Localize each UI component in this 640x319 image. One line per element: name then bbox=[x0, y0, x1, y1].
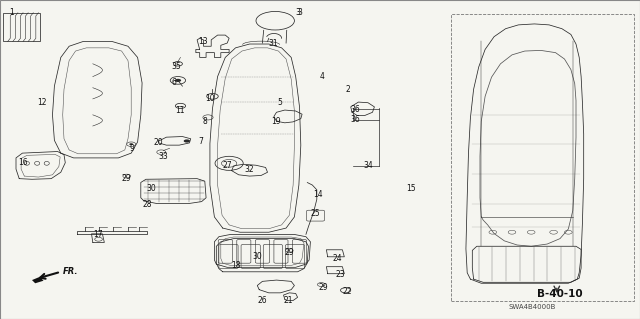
Text: 29: 29 bbox=[319, 283, 328, 292]
Text: 7: 7 bbox=[198, 137, 204, 146]
Text: 30: 30 bbox=[253, 252, 262, 261]
Text: 35: 35 bbox=[172, 63, 181, 71]
Text: 13: 13 bbox=[198, 37, 208, 46]
Circle shape bbox=[129, 143, 133, 145]
Text: 36: 36 bbox=[351, 115, 360, 124]
Text: 14: 14 bbox=[314, 190, 323, 199]
Text: 36: 36 bbox=[351, 105, 360, 114]
Text: 34: 34 bbox=[364, 161, 373, 170]
Text: FR.: FR. bbox=[63, 267, 78, 276]
Text: 24: 24 bbox=[333, 254, 342, 263]
Text: 2: 2 bbox=[346, 85, 350, 94]
Text: 8: 8 bbox=[203, 117, 207, 126]
Text: 1: 1 bbox=[10, 8, 14, 17]
Text: 27: 27 bbox=[223, 161, 232, 170]
Text: 12: 12 bbox=[37, 98, 47, 107]
Text: 9: 9 bbox=[129, 144, 134, 153]
Polygon shape bbox=[32, 277, 44, 283]
Text: 11: 11 bbox=[175, 106, 184, 115]
Text: 20: 20 bbox=[154, 138, 163, 147]
Text: 21: 21 bbox=[284, 296, 293, 305]
Bar bbox=[451, 14, 634, 301]
Text: 5: 5 bbox=[277, 98, 282, 107]
Text: 3: 3 bbox=[298, 8, 303, 17]
Text: 3: 3 bbox=[295, 8, 300, 17]
Text: 18: 18 bbox=[232, 261, 241, 270]
Text: 29: 29 bbox=[285, 248, 294, 256]
Text: 19: 19 bbox=[271, 117, 280, 126]
Text: 33: 33 bbox=[159, 152, 168, 161]
Text: 28: 28 bbox=[142, 200, 152, 209]
Circle shape bbox=[184, 139, 190, 143]
Text: 15: 15 bbox=[406, 184, 416, 193]
Circle shape bbox=[175, 79, 181, 82]
Text: 25: 25 bbox=[310, 209, 320, 218]
Text: 26: 26 bbox=[257, 296, 267, 305]
Text: 6: 6 bbox=[172, 78, 177, 87]
Text: 30: 30 bbox=[146, 184, 156, 193]
Text: 22: 22 bbox=[342, 287, 352, 296]
Text: B-40-10: B-40-10 bbox=[537, 289, 583, 299]
Text: 29: 29 bbox=[122, 174, 131, 182]
Text: 23: 23 bbox=[336, 270, 346, 279]
Text: 16: 16 bbox=[18, 158, 28, 167]
Bar bbox=[3, 13, 40, 41]
Text: 10: 10 bbox=[205, 94, 214, 103]
Text: SWA4B4000B: SWA4B4000B bbox=[509, 304, 556, 310]
Text: 32: 32 bbox=[244, 165, 254, 174]
Text: 17: 17 bbox=[93, 230, 102, 239]
Text: 31: 31 bbox=[269, 39, 278, 48]
Text: 4: 4 bbox=[320, 72, 325, 81]
